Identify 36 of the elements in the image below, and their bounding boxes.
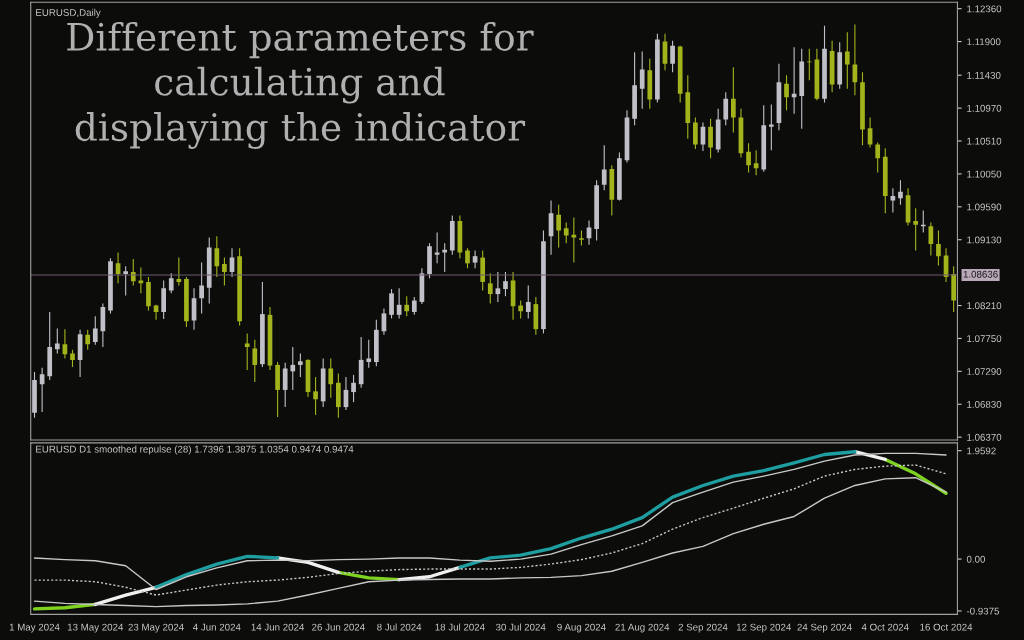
- y-tick-label: 1.10050: [967, 170, 1002, 178]
- y-tick-label: 1.08210: [967, 302, 1002, 310]
- x-tick-label: 14 Jun 2024: [251, 623, 305, 631]
- x-tick-label: 2 Sep 2024: [678, 623, 728, 633]
- y-tick-label: 1.10510: [967, 137, 1002, 145]
- x-tick-label: 9 Aug 2024: [557, 623, 606, 633]
- chart-title: EURUSD D1 smoothed repulse (28) 1.7396 1.3875 1.0354 0.9474 0.9474: [36, 445, 354, 455]
- y-tick-label: 1.11430: [967, 71, 1001, 79]
- y-tick-label: 1.10970: [967, 104, 1002, 112]
- x-tick-label: 4 Jun 2024: [192, 623, 241, 631]
- y-tick-label: -0.9375: [966, 607, 1000, 615]
- x-tick-label: 13 May 2024: [67, 623, 124, 633]
- annotation: Different parameters for calculating and displaying the indicator: [67, 21, 534, 149]
- y-tick-label: 1.12360: [967, 5, 1002, 13]
- y-tick-label: 1.09590: [967, 203, 1002, 211]
- x-tick-label: 23 May 2024: [128, 623, 184, 633]
- x-tick-label: 26 Jun 2024: [312, 623, 365, 631]
- ref-line-label: 1.08636: [963, 270, 998, 278]
- x-tick-label: 1 May 2024: [9, 623, 60, 633]
- x-tick-label: 24 Sep 2024: [797, 623, 852, 633]
- x-tick-label: 16 Oct 2024: [920, 623, 973, 631]
- y-tick-label: 1.07290: [967, 368, 1002, 375]
- x-tick-label: 8 Jul 2024: [377, 623, 422, 631]
- x-tick-label: 18 Jul 2024: [435, 623, 485, 631]
- y-tick-label: 0.00: [966, 555, 986, 563]
- y-tick-label: 1.06370: [967, 433, 1002, 441]
- y-tick-label: 1.9592: [967, 447, 996, 455]
- y-tick-label: 1.07750: [967, 335, 1002, 343]
- x-tick-label: 12 Sep 2024: [736, 623, 792, 633]
- x-tick-label: 21 Aug 2024: [615, 623, 670, 633]
- y-tick-label: 1.11900: [967, 38, 1001, 46]
- y-tick-label: 1.09130: [967, 236, 1002, 244]
- text: EURUSD,Daily: [36, 8, 101, 18]
- x-tick-label: 4 Oct 2024: [861, 623, 909, 631]
- x-tick-label: 30 Jul 2024: [495, 623, 546, 631]
- y-tick-label: 1.06830: [967, 400, 1002, 408]
